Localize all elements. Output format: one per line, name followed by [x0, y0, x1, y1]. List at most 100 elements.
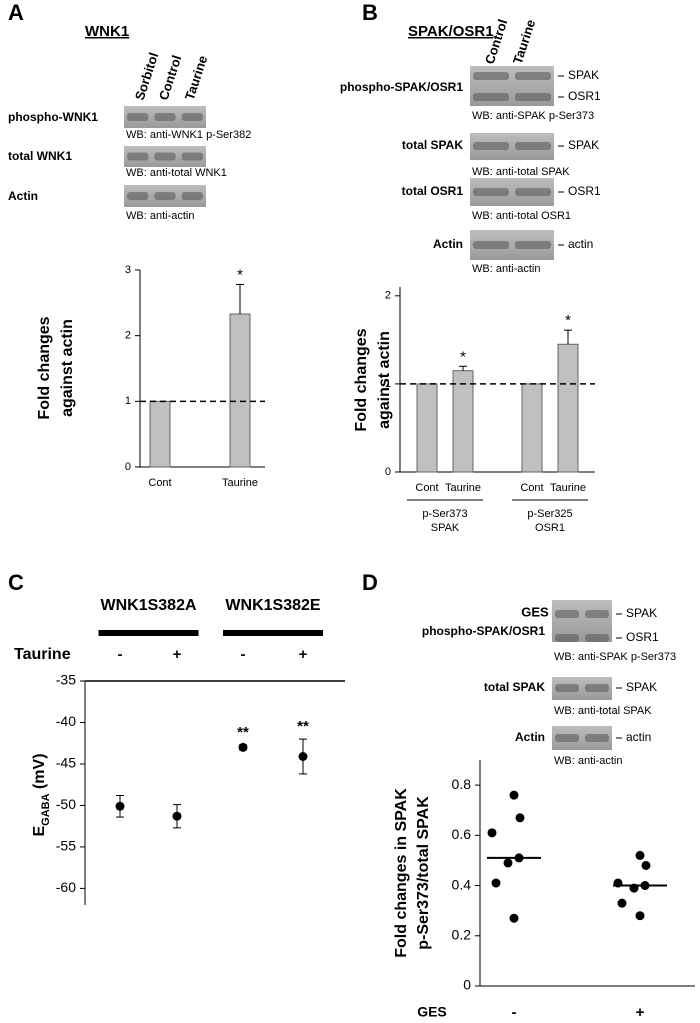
data-point — [509, 913, 519, 923]
blot-label: phospho-WNK1 — [8, 110, 98, 124]
blot-band — [181, 152, 203, 161]
data-point — [238, 742, 248, 752]
blot-band — [473, 142, 509, 150]
panel-letter: B — [362, 0, 378, 25]
bar — [452, 370, 474, 473]
y-tick-label: 2 — [125, 330, 131, 342]
wb-label: WB: anti-SPAK p-Ser373 — [554, 651, 676, 663]
significance: * — [237, 266, 243, 283]
y-tick-label: 0 — [125, 461, 131, 473]
blot-band — [473, 93, 509, 101]
blot-band — [515, 142, 551, 150]
group-label: SPAK — [431, 522, 460, 534]
x-tick-label: + — [636, 1004, 645, 1021]
group-bar — [223, 630, 323, 636]
y-tick-label: 0.2 — [452, 926, 472, 942]
y-tick-label: 0 — [385, 466, 391, 478]
y-tick-label: 1 — [385, 378, 391, 390]
y-tick-label: 3 — [125, 264, 131, 276]
x-axis-label: GES — [417, 1004, 447, 1020]
blot-band — [154, 152, 176, 161]
panel-title: SPAK/OSR1 — [408, 23, 494, 40]
data-point — [635, 911, 645, 921]
blot-band — [515, 188, 551, 196]
significance: * — [565, 312, 571, 329]
blot-label: Actin — [515, 730, 545, 744]
data-point — [641, 860, 651, 870]
blot-band — [555, 610, 579, 618]
band-label: OSR1 — [568, 184, 601, 198]
y-label-unit: (mV) — [31, 753, 48, 793]
data-point — [515, 813, 525, 823]
data-point — [172, 811, 182, 821]
band-label: SPAK — [626, 606, 657, 620]
y-tick-label: 1 — [125, 395, 131, 407]
y-axis-label: Fold changes — [36, 316, 53, 419]
blot-band — [555, 634, 579, 642]
band-label: actin — [626, 730, 651, 744]
panel-letter: D — [362, 570, 378, 595]
blot-band — [154, 192, 176, 200]
group-bar — [98, 630, 199, 636]
panel-letter: C — [8, 570, 24, 595]
data-point — [617, 898, 627, 908]
group-label: OSR1 — [535, 522, 565, 534]
blot-band — [473, 241, 509, 249]
y-tick-label: -50 — [56, 796, 76, 812]
blot-band — [585, 634, 609, 642]
significance: * — [460, 348, 466, 365]
x-tick-label: Cont — [148, 477, 171, 489]
data-point — [491, 878, 501, 888]
y-axis-label: p-Ser373/total SPAK — [415, 796, 432, 950]
data-point — [503, 858, 513, 868]
x-tick-label: Taurine — [445, 482, 481, 494]
blot-band — [555, 684, 579, 692]
blot-label: total WNK1 — [8, 149, 72, 163]
group-label: WNK1S382A — [100, 597, 196, 614]
blot-band — [473, 188, 509, 196]
blot-band — [154, 113, 176, 121]
wb-label: WB: anti-actin — [472, 263, 540, 275]
x-tick-label: + — [299, 646, 308, 663]
lane-label: Control — [156, 53, 185, 102]
data-point — [298, 751, 308, 761]
data-point — [115, 801, 125, 811]
y-tick-label: -35 — [56, 672, 76, 688]
blot-band — [181, 192, 203, 200]
band-label: OSR1 — [626, 630, 659, 644]
blot-band — [473, 72, 509, 80]
significance: ** — [237, 724, 249, 741]
y-tick-label: -60 — [56, 879, 76, 895]
y-tick-label: 0.4 — [452, 876, 472, 892]
bar — [229, 313, 251, 468]
y-axis-label: against actin — [59, 319, 76, 417]
blot-band — [181, 113, 203, 121]
blot-label: total SPAK — [402, 138, 463, 152]
y-tick-label: 0 — [463, 977, 471, 993]
lane-label: Taurine — [182, 54, 210, 102]
blot-label: phospho-SPAK/OSR1 — [422, 624, 545, 638]
bar — [149, 400, 171, 468]
significance: ** — [297, 718, 309, 735]
blot-band — [127, 192, 149, 200]
data-point — [509, 790, 519, 800]
blot-label: Actin — [433, 237, 463, 251]
band-label: SPAK — [568, 138, 599, 152]
blot-label: total OSR1 — [402, 184, 464, 198]
blot-band — [515, 72, 551, 80]
data-point — [487, 828, 497, 838]
y-label-sub: GABA — [40, 793, 52, 825]
x-tick-label: Taurine — [550, 482, 586, 494]
x-tick-label: + — [173, 646, 182, 663]
y-axis-label: against actin — [376, 331, 393, 429]
y-axis-label: Fold changes — [353, 328, 370, 431]
lanes-label: GES — [521, 604, 549, 619]
group-label: p-Ser373 — [422, 508, 467, 520]
wb-label: WB: anti-total SPAK — [472, 166, 570, 178]
y-axis-label: EGABA (mV) — [31, 753, 52, 836]
wb-label: WB: anti-actin — [554, 755, 622, 767]
y-tick-label: -55 — [56, 838, 76, 854]
band-label: actin — [568, 237, 593, 251]
y-tick-label: 2 — [385, 290, 391, 302]
